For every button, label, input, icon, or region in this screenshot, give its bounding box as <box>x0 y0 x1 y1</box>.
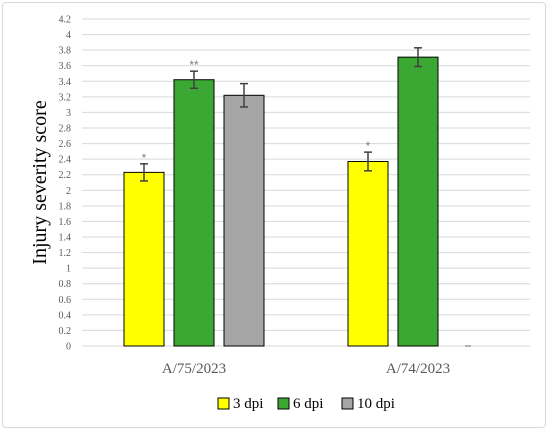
y-tick-label: 0.8 <box>59 279 72 290</box>
y-tick-label: 1.8 <box>59 201 72 212</box>
y-tick-label: 3.4 <box>59 77 72 88</box>
x-tick-label: A/75/2023 <box>162 361 226 377</box>
significance-marker: ** <box>189 58 199 72</box>
y-tick-label: 1.4 <box>59 233 72 244</box>
legend-swatch <box>217 397 230 410</box>
y-tick-label: 2.6 <box>59 139 72 150</box>
y-tick-label: 4 <box>66 30 71 41</box>
y-tick-label: 4.2 <box>59 15 72 26</box>
bar <box>173 79 215 347</box>
bar <box>223 94 265 347</box>
y-tick-label: 2.8 <box>59 124 72 135</box>
y-tick-label: 0.6 <box>59 295 72 306</box>
y-tick-label: 0.2 <box>59 326 72 337</box>
y-tick-label: 3.8 <box>59 46 72 57</box>
significance-marker: * <box>366 139 371 153</box>
y-tick-label: 2 <box>66 186 71 197</box>
y-tick-label: 3.2 <box>59 92 72 103</box>
y-tick-label: 1 <box>66 264 71 275</box>
x-tick-label: A/74/2023 <box>386 361 450 377</box>
y-tick-label: 2.2 <box>59 170 72 181</box>
y-tick-label: 1.2 <box>59 248 72 259</box>
bar <box>397 56 439 347</box>
y-tick-label: 3 <box>66 108 71 119</box>
significance-marker: * <box>142 151 147 165</box>
legend-swatch <box>341 397 354 410</box>
legend-label: 10 dpi <box>357 396 395 412</box>
chart-frame <box>2 2 546 428</box>
bar <box>347 160 389 347</box>
legend-swatch <box>277 397 290 410</box>
y-tick-label: 2.4 <box>59 155 72 166</box>
y-tick-label: 1.6 <box>59 217 72 228</box>
legend-label: 6 dpi <box>293 396 323 412</box>
legend-label: 3 dpi <box>233 396 263 412</box>
y-tick-label: 0.4 <box>59 310 72 321</box>
bar <box>123 171 165 347</box>
y-axis-title: Injury severity score <box>29 100 51 265</box>
y-tick-label: 0 <box>66 342 71 353</box>
y-tick-label: 3.6 <box>59 61 72 72</box>
